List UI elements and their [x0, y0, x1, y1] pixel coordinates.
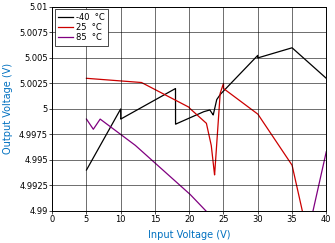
25  °C — [249, 108, 253, 111]
85  °C — [181, 186, 185, 189]
25  °C — [181, 102, 185, 105]
85  °C — [165, 173, 170, 175]
Line: 25  °C: 25 °C — [86, 78, 326, 243]
-40  °C — [168, 90, 172, 93]
25  °C — [168, 96, 172, 99]
Line: -40  °C: -40 °C — [86, 48, 326, 170]
25  °C — [302, 218, 306, 221]
Legend: -40  °C, 25  °C, 85  °C: -40 °C, 25 °C, 85 °C — [55, 9, 108, 46]
Y-axis label: Output Voltage (V): Output Voltage (V) — [3, 63, 13, 155]
-40  °C — [249, 61, 253, 64]
-40  °C — [181, 120, 185, 122]
Line: 85  °C: 85 °C — [86, 119, 326, 243]
-40  °C — [324, 77, 328, 80]
85  °C — [324, 150, 328, 153]
25  °C — [165, 95, 170, 97]
-40  °C — [302, 57, 306, 60]
85  °C — [168, 174, 172, 177]
X-axis label: Input Voltage (V): Input Voltage (V) — [148, 230, 230, 240]
-40  °C — [165, 92, 170, 95]
-40  °C — [316, 69, 320, 72]
85  °C — [316, 188, 320, 191]
